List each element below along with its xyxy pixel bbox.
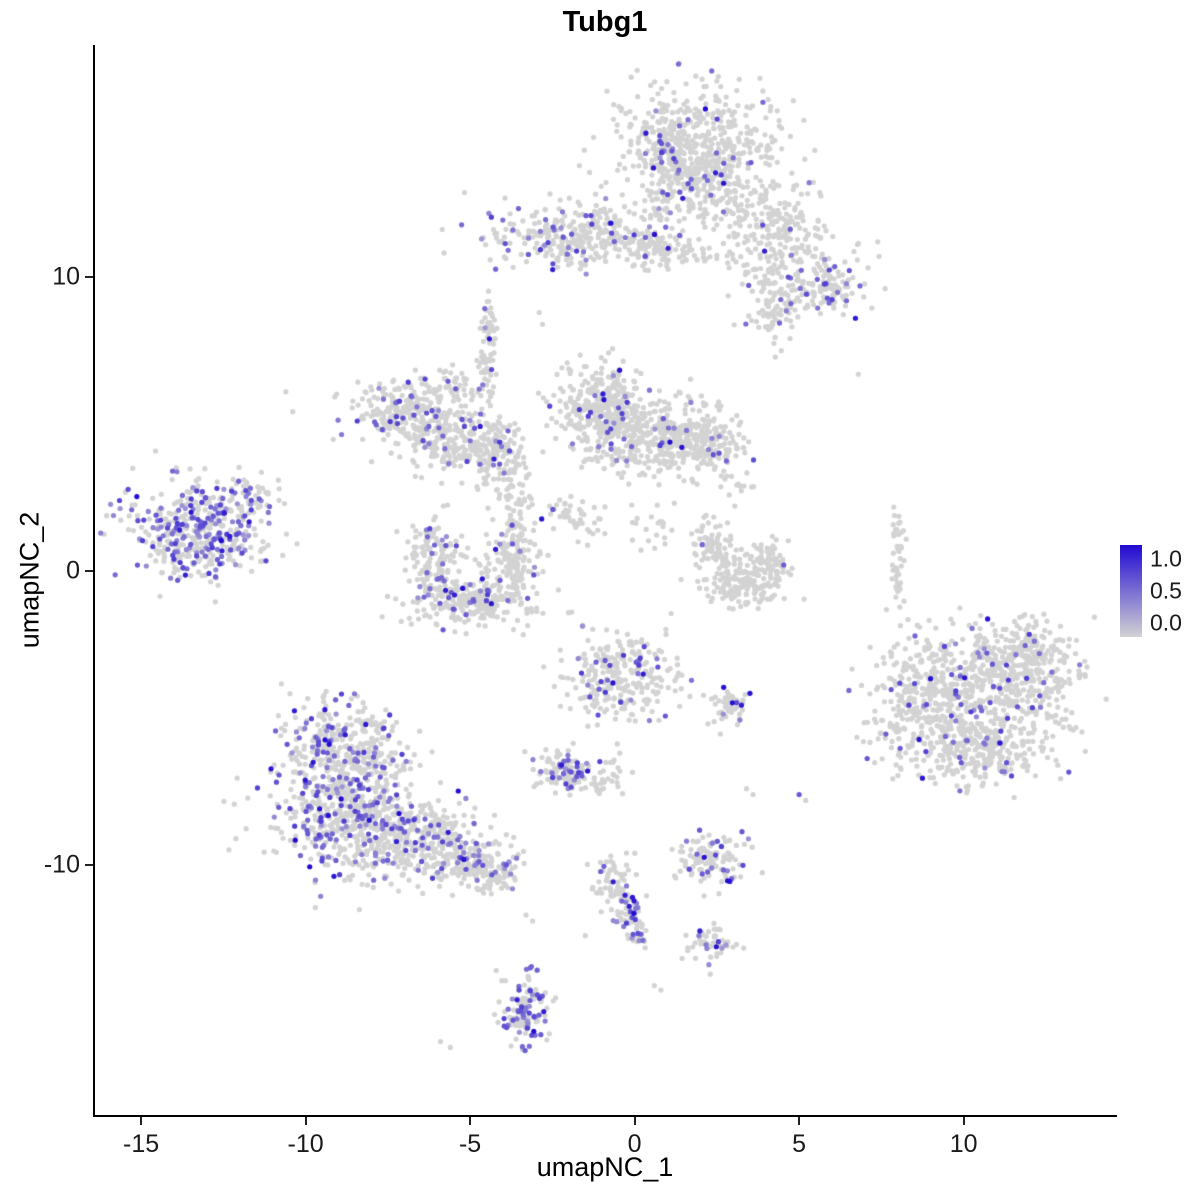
legend-tick-high: 1.0 [1150, 545, 1182, 572]
y-tick-label: 10 [52, 262, 80, 291]
x-tick-mark [469, 1117, 472, 1125]
x-tick-label: 5 [792, 1130, 807, 1158]
x-tick-label: -5 [458, 1130, 482, 1158]
plot-title: Tubg1 [562, 6, 648, 38]
x-tick-mark [633, 1117, 636, 1125]
y-tick-mark [85, 570, 93, 573]
colorbar-legend: 1.0 0.5 0.0 [1120, 545, 1200, 637]
legend-tick-low: 0.0 [1150, 609, 1182, 636]
x-tick-mark [798, 1117, 801, 1125]
x-tick-label: 0 [627, 1130, 642, 1158]
y-axis-label: umapNC_2 [14, 511, 45, 649]
legend-tick-mid: 0.5 [1150, 577, 1182, 604]
x-axis-line [93, 1115, 1117, 1117]
x-tick-label: -10 [287, 1130, 324, 1158]
x-tick-mark [962, 1117, 965, 1125]
x-tick-label: -15 [122, 1130, 160, 1158]
scatter-canvas [95, 45, 1115, 1115]
y-tick-label: 0 [66, 556, 80, 585]
y-axis-line [93, 45, 95, 1117]
y-tick-mark [85, 276, 93, 279]
y-tick-mark [85, 864, 93, 867]
x-tick-mark [304, 1117, 307, 1125]
x-axis-label: umapNC_1 [536, 1152, 674, 1182]
x-tick-label: 10 [949, 1130, 978, 1158]
y-tick-label: -10 [43, 850, 80, 879]
x-tick-mark [140, 1117, 143, 1125]
colorbar-gradient [1120, 545, 1142, 637]
